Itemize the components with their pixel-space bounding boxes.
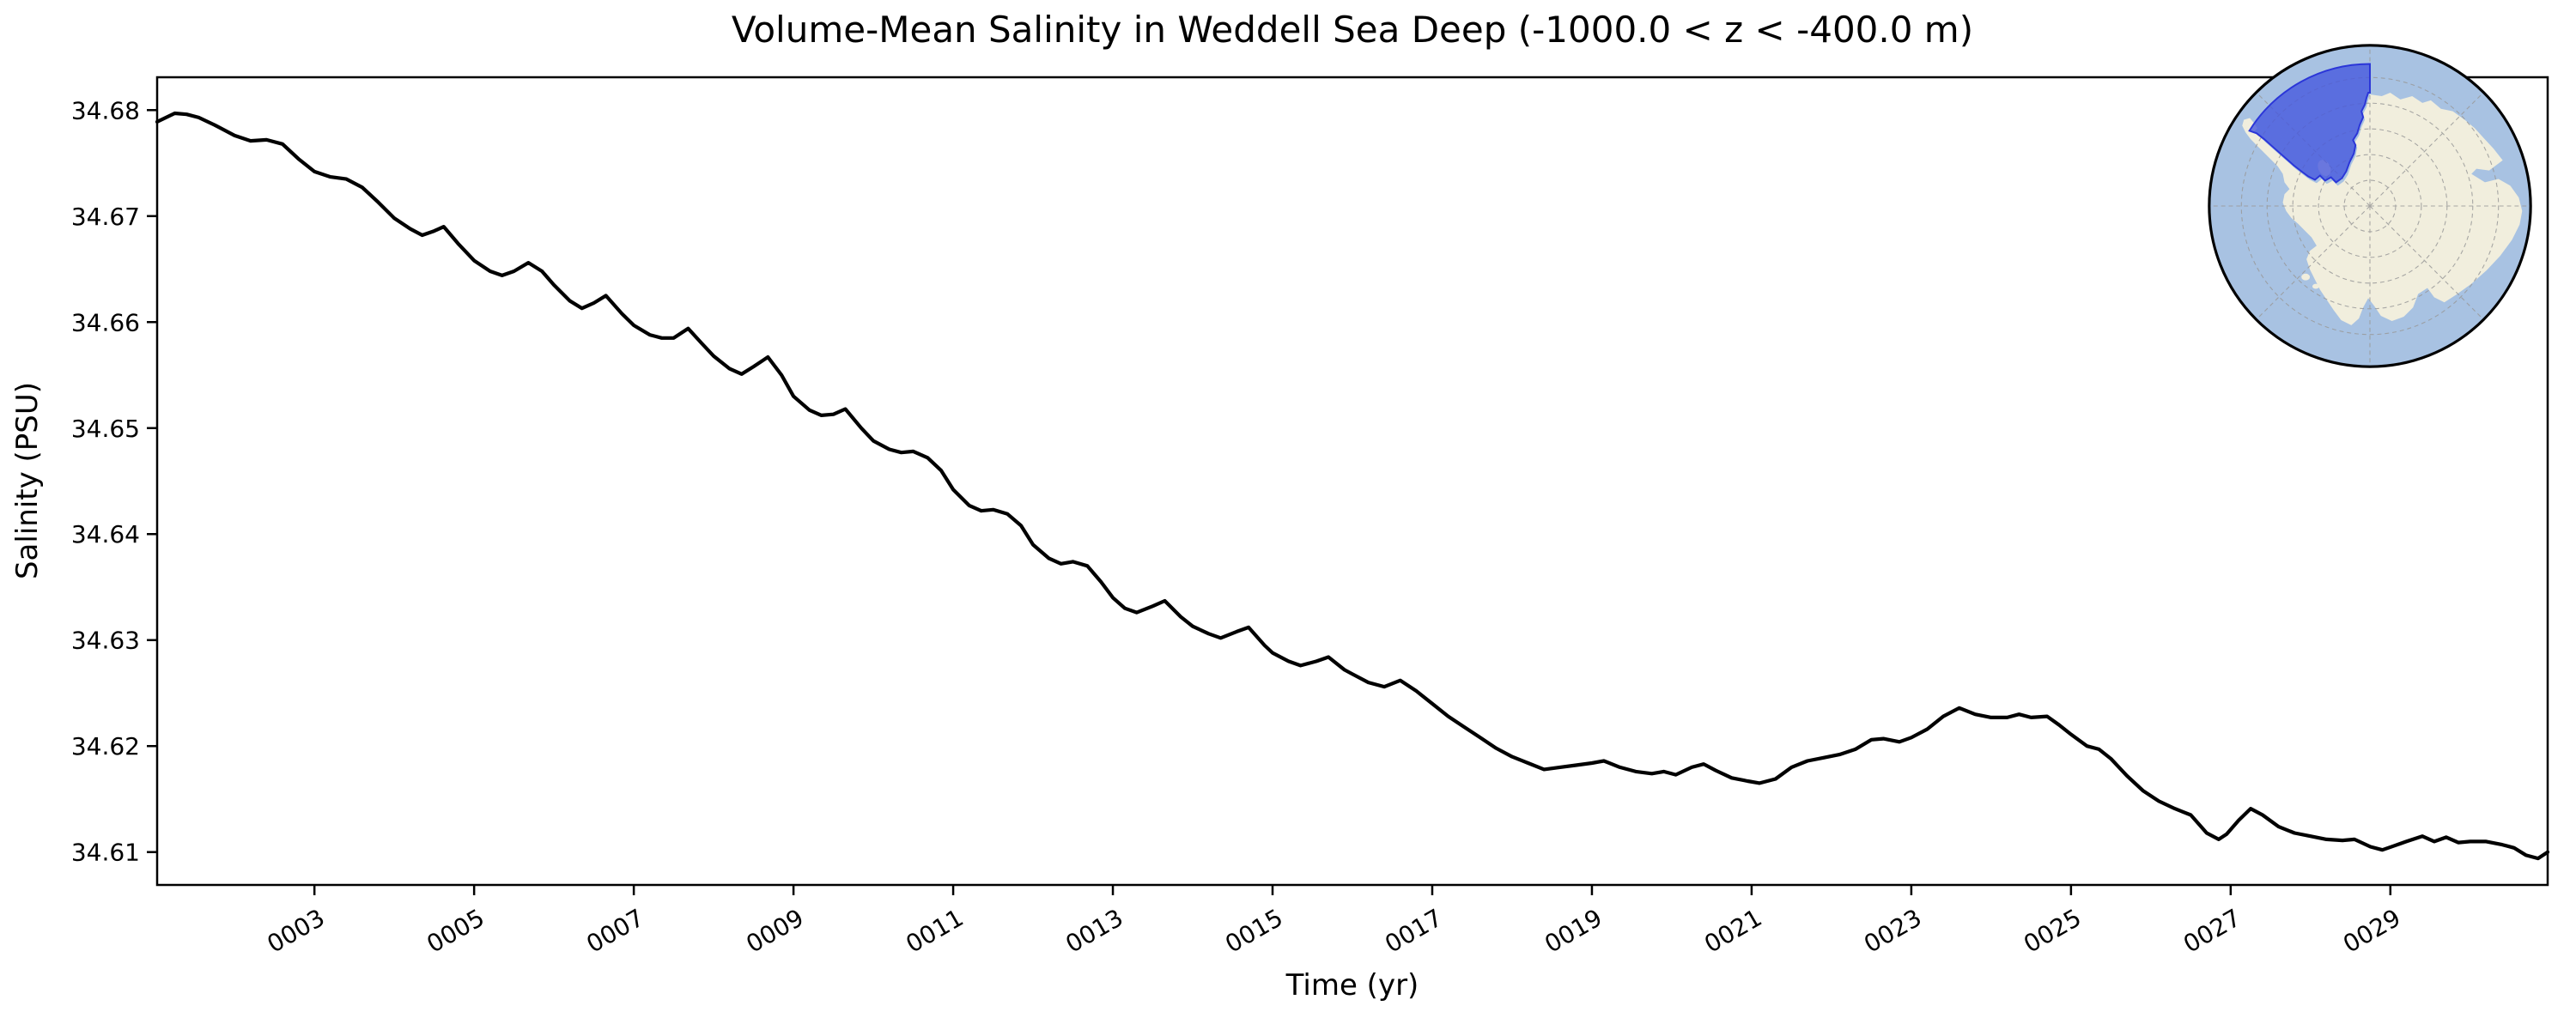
x-axis-label: Time (yr) (1285, 968, 1419, 1003)
x-tick-label: 0019 (1540, 903, 1607, 958)
x-tick-label: 0029 (2338, 903, 2405, 958)
salinity-line (155, 111, 2550, 861)
y-tick-label: 34.61 (71, 839, 140, 867)
x-tick-label: 0025 (2019, 903, 2086, 958)
island-small-2 (2301, 273, 2311, 281)
x-tick-label: 0013 (1060, 903, 1127, 958)
y-tick-label: 34.62 (71, 732, 140, 760)
graticule-meridian (2256, 205, 2371, 320)
x-tick-label: 0023 (1859, 903, 1926, 958)
x-tick-label: 0017 (1380, 903, 1447, 958)
graticule (2208, 45, 2531, 367)
x-tick-label: 0015 (1220, 903, 1287, 958)
graticule-parallel (2318, 154, 2422, 258)
weddell-region-highlight (2248, 63, 2371, 184)
y-tick-label: 34.66 (71, 308, 140, 336)
antarctica-landmass (2242, 93, 2523, 325)
island-small-3 (2312, 283, 2319, 289)
island-small-1 (2324, 183, 2334, 191)
y-tick-label: 34.63 (71, 627, 140, 655)
y-tick-label: 34.68 (71, 96, 140, 124)
chart-title: Volume-Mean Salinity in Weddell Sea Deep… (731, 9, 1974, 51)
graticule-meridian (2369, 92, 2484, 207)
x-tick-label: 0021 (1699, 903, 1766, 958)
x-tick-label: 0009 (741, 903, 808, 958)
plot-spines (155, 76, 2549, 887)
y-tick-label: 34.65 (71, 415, 140, 443)
x-tick-label: 0003 (262, 903, 329, 958)
x-tick-label: 0027 (2178, 903, 2245, 958)
graticule-meridian (2369, 205, 2484, 320)
x-tick-label: 0011 (901, 903, 968, 958)
y-tick-label: 34.67 (71, 203, 140, 231)
map-outline (2208, 44, 2532, 368)
x-tick-label: 0005 (422, 903, 489, 958)
y-tick-label: 34.64 (71, 520, 140, 548)
x-tick-label: 0007 (581, 903, 648, 958)
antarctica-inset-map (2208, 44, 2532, 368)
